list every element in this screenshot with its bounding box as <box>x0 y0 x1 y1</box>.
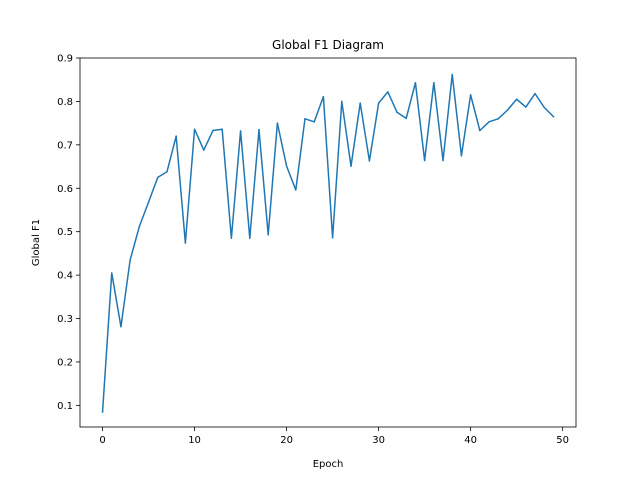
data-point <box>267 233 269 236</box>
data-point <box>212 129 214 132</box>
x-tick-label: 40 <box>464 435 477 446</box>
data-point <box>120 326 122 328</box>
data-point <box>414 82 417 84</box>
data-point <box>350 165 352 167</box>
chart-title: Global F1 Diagram <box>272 38 384 52</box>
data-point <box>166 171 168 173</box>
y-axis-label: Global F1 <box>31 219 42 266</box>
data-point <box>129 259 131 261</box>
data-point <box>111 272 113 274</box>
x-tick-label: 30 <box>372 435 385 446</box>
data-point <box>405 117 407 120</box>
data-point <box>276 122 279 124</box>
data-point <box>175 135 177 137</box>
y-tick-label: 0.9 <box>57 54 73 65</box>
data-point <box>488 121 490 123</box>
data-point <box>203 149 205 151</box>
data-point <box>368 160 371 162</box>
y-tick-label: 0.2 <box>57 357 73 368</box>
x-tick-label: 50 <box>556 435 569 446</box>
data-point <box>442 159 444 162</box>
data-point <box>359 102 361 104</box>
data-point <box>497 118 499 120</box>
data-point <box>313 121 315 123</box>
data-point <box>147 201 150 203</box>
data-point <box>184 242 187 244</box>
data-point <box>331 237 334 239</box>
data-point <box>138 225 141 228</box>
data-point <box>377 102 380 104</box>
x-axis-label: Epoch <box>313 459 344 470</box>
x-tick-label: 20 <box>280 435 293 446</box>
series-line <box>101 73 555 413</box>
data-point <box>451 73 453 76</box>
x-tick-label: 10 <box>188 435 201 446</box>
data-point <box>534 92 536 95</box>
points <box>101 73 555 413</box>
data-point <box>506 109 509 111</box>
axes-frame <box>79 57 577 428</box>
y-tick-label: 0.6 <box>57 184 73 195</box>
data-point <box>543 106 545 109</box>
data-point <box>101 411 104 413</box>
data-point <box>157 176 159 179</box>
data-point <box>304 118 306 120</box>
data-point <box>239 130 242 132</box>
data-point <box>249 237 251 239</box>
data-point <box>396 111 398 114</box>
data-point <box>460 154 463 157</box>
ticks: 0 10 20 30 40 50 0.1 0.2 0.3 0.4 0.5 0.6 0.7 0.8 0.9 <box>57 54 569 447</box>
y-tick-label: 0.3 <box>57 314 73 325</box>
data-point <box>341 100 343 103</box>
data-point <box>515 98 518 100</box>
data-point <box>258 128 260 131</box>
y-tick-label: 0.1 <box>57 401 73 412</box>
data-point <box>387 91 389 93</box>
y-tick-label: 0.8 <box>57 97 73 108</box>
x-tick-label: 0 <box>99 435 105 446</box>
data-point <box>193 128 196 130</box>
y-tick-label: 0.4 <box>57 271 73 282</box>
data-point <box>285 165 288 167</box>
data-point <box>433 82 435 84</box>
y-tick-label: 0.5 <box>57 227 73 238</box>
data-point <box>322 95 325 98</box>
data-point <box>423 159 426 162</box>
data-point <box>230 237 233 239</box>
data-point <box>552 115 555 118</box>
data-point <box>525 106 527 108</box>
data-point <box>295 189 297 191</box>
data-point <box>479 129 481 132</box>
y-tick-label: 0.7 <box>57 140 73 151</box>
data-point <box>221 128 223 130</box>
data-point <box>469 94 472 96</box>
